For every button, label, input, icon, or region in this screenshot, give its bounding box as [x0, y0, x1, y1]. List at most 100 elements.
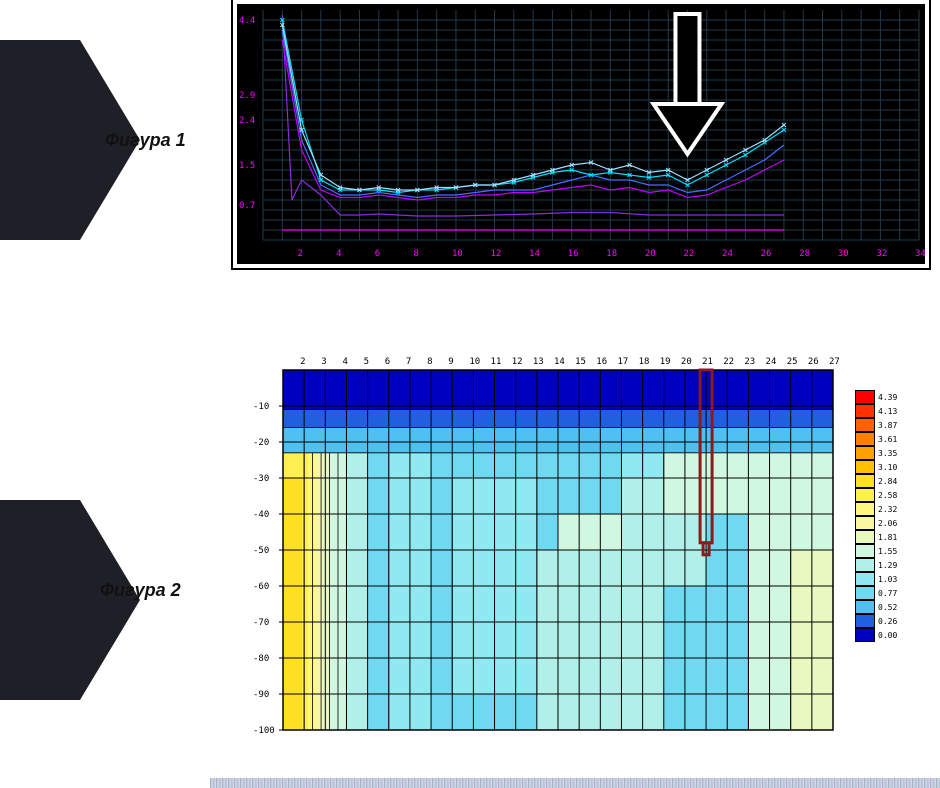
legend-swatch — [855, 600, 875, 614]
legend-swatch — [855, 432, 875, 446]
legend-value: 4.13 — [878, 407, 897, 416]
legend-item: 2.32 — [855, 502, 897, 516]
svg-text:16: 16 — [596, 357, 607, 367]
figure1-label: Фигура 1 — [105, 130, 186, 151]
svg-text:2.4: 2.4 — [239, 116, 255, 126]
svg-text:0.7: 0.7 — [239, 201, 255, 211]
page: Фигура 1 Фигура 2 0.71.52.42.94.42468101… — [0, 0, 940, 788]
legend-swatch — [855, 474, 875, 488]
svg-text:32: 32 — [876, 249, 887, 259]
svg-text:6: 6 — [375, 249, 380, 259]
legend-swatch — [855, 460, 875, 474]
decoration-chevron-1 — [0, 40, 80, 240]
legend-item: 3.35 — [855, 446, 897, 460]
svg-text:24: 24 — [766, 357, 777, 367]
legend-value: 2.06 — [878, 519, 897, 528]
legend-value: 1.29 — [878, 561, 897, 570]
svg-text:18: 18 — [639, 357, 650, 367]
svg-text:24: 24 — [722, 249, 733, 259]
svg-text:20: 20 — [681, 357, 692, 367]
svg-text:2: 2 — [298, 249, 303, 259]
svg-text:2: 2 — [300, 357, 305, 367]
svg-text:2.9: 2.9 — [239, 91, 255, 101]
legend-swatch — [855, 586, 875, 600]
svg-text:14: 14 — [554, 357, 565, 367]
legend-value: 3.10 — [878, 463, 897, 472]
svg-text:4.4: 4.4 — [239, 16, 255, 26]
legend-value: 2.84 — [878, 477, 897, 486]
figure2-label: Фигура 2 — [100, 580, 181, 601]
legend-item: 0.77 — [855, 586, 897, 600]
svg-text:8: 8 — [427, 357, 432, 367]
svg-text:6: 6 — [385, 357, 390, 367]
svg-text:8: 8 — [413, 249, 418, 259]
arrow-annotation — [653, 14, 721, 154]
legend-swatch — [855, 628, 875, 642]
legend-value: 1.03 — [878, 575, 897, 584]
legend-swatch — [855, 446, 875, 460]
figure1-svg: 0.71.52.42.94.42468101214161820222426283… — [237, 4, 925, 264]
legend-item: 1.29 — [855, 558, 897, 572]
legend-item: 3.87 — [855, 418, 897, 432]
svg-text:22: 22 — [723, 357, 734, 367]
decoration-chevron-2 — [0, 500, 80, 700]
svg-text:23: 23 — [744, 357, 755, 367]
figure2-legend: 4.39 4.13 3.87 3.61 3.35 3.10 2.84 2.58 2.32 2.06… — [855, 390, 897, 642]
legend-value: 4.39 — [878, 393, 897, 402]
svg-text:-20: -20 — [253, 438, 269, 448]
svg-text:-60: -60 — [253, 582, 269, 592]
legend-value: 0.26 — [878, 617, 897, 626]
svg-text:18: 18 — [606, 249, 617, 259]
svg-text:15: 15 — [575, 357, 586, 367]
legend-item: 0.52 — [855, 600, 897, 614]
legend-value: 2.32 — [878, 505, 897, 514]
svg-text:-70: -70 — [253, 618, 269, 628]
legend-value: 1.81 — [878, 533, 897, 542]
legend-item: 2.84 — [855, 474, 897, 488]
legend-swatch — [855, 418, 875, 432]
legend-swatch — [855, 390, 875, 404]
svg-text:-90: -90 — [253, 690, 269, 700]
svg-text:26: 26 — [808, 357, 819, 367]
svg-text:28: 28 — [799, 249, 810, 259]
svg-text:4: 4 — [342, 357, 347, 367]
legend-item: 3.61 — [855, 432, 897, 446]
legend-value: 2.58 — [878, 491, 897, 500]
svg-text:7: 7 — [406, 357, 411, 367]
footer-noise-bar — [210, 778, 940, 788]
svg-text:12: 12 — [491, 249, 502, 259]
svg-text:-100: -100 — [253, 726, 275, 736]
figure2-svg: 2345678910111213141516171819202122232425… — [233, 350, 843, 740]
svg-text:27: 27 — [829, 357, 840, 367]
svg-text:-50: -50 — [253, 546, 269, 556]
svg-text:1.5: 1.5 — [239, 161, 255, 171]
svg-text:19: 19 — [660, 357, 671, 367]
legend-value: 3.87 — [878, 421, 897, 430]
legend-value: 3.35 — [878, 449, 897, 458]
legend-item: 4.13 — [855, 404, 897, 418]
svg-text:20: 20 — [645, 249, 656, 259]
legend-item: 3.10 — [855, 460, 897, 474]
legend-item: 2.58 — [855, 488, 897, 502]
svg-text:-80: -80 — [253, 654, 269, 664]
svg-text:12: 12 — [512, 357, 523, 367]
svg-text:10: 10 — [469, 357, 480, 367]
svg-text:-10: -10 — [253, 402, 269, 412]
legend-item: 0.26 — [855, 614, 897, 628]
legend-swatch — [855, 572, 875, 586]
legend-swatch — [855, 530, 875, 544]
legend-swatch — [855, 544, 875, 558]
legend-item: 1.81 — [855, 530, 897, 544]
svg-text:16: 16 — [568, 249, 579, 259]
svg-text:25: 25 — [787, 357, 798, 367]
legend-value: 1.55 — [878, 547, 897, 556]
svg-text:14: 14 — [529, 249, 540, 259]
legend-item: 1.55 — [855, 544, 897, 558]
legend-swatch — [855, 404, 875, 418]
svg-text:5: 5 — [364, 357, 369, 367]
svg-text:34: 34 — [915, 249, 925, 259]
svg-text:9: 9 — [448, 357, 453, 367]
svg-text:30: 30 — [838, 249, 849, 259]
svg-text:11: 11 — [491, 357, 502, 367]
legend-item: 4.39 — [855, 390, 897, 404]
